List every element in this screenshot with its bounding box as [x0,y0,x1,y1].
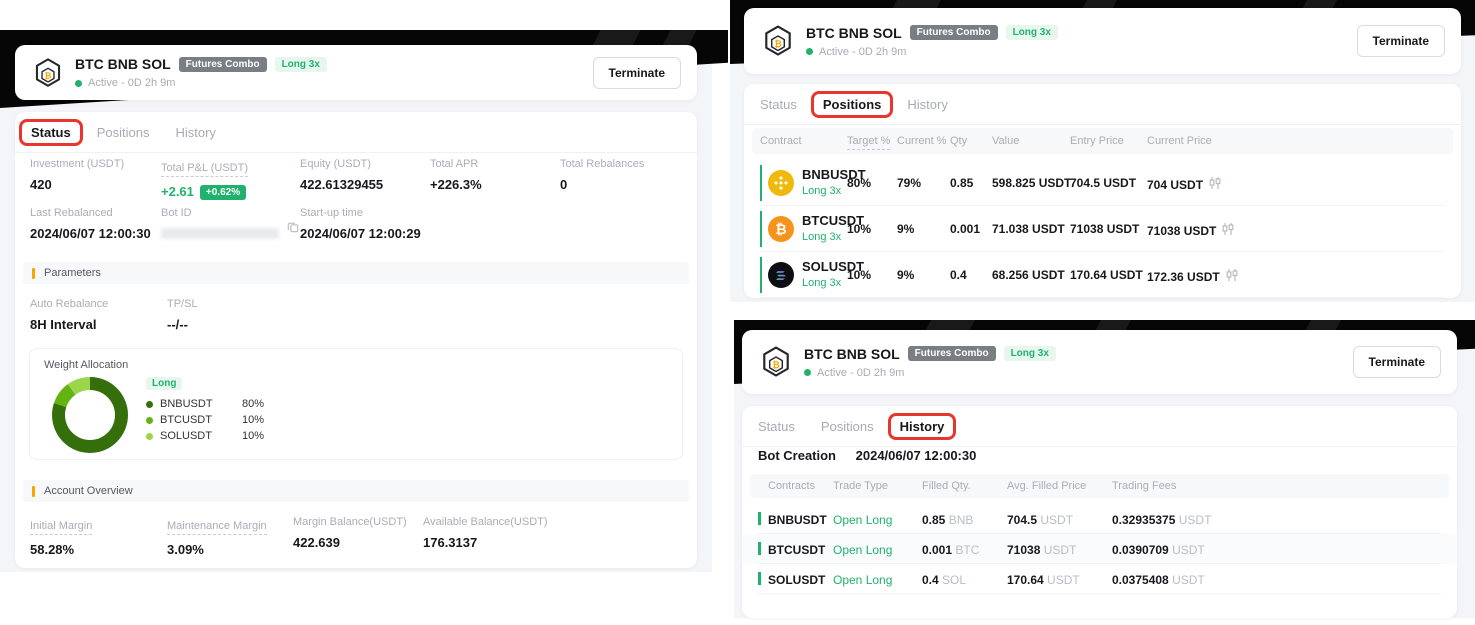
bot-name: BTC BNB SOL [75,56,171,72]
tab-bar: Status Positions History [742,406,1457,447]
field-total-pnl: Total P&L (USDT) +2.61 +0.62% [161,162,249,200]
weight-allocation-box: Weight Allocation Long BNBUSDT 80% BTCUS… [29,348,683,460]
svg-text:₿: ₿ [772,360,779,370]
copy-icon[interactable] [287,220,299,237]
positions-view: ₿ BTC BNB SOL Futures Combo Long 3x Acti… [730,0,1475,315]
legend-side-badge: Long [146,377,183,390]
field-last-rebalanced: Last Rebalanced 2024/06/07 12:00:30 [30,207,151,241]
tab-status[interactable]: Status [758,419,795,434]
bot-icon: ₿ [758,344,794,380]
active-status-text: Active - 0D 2h 9m [817,366,905,379]
leverage-badge: Long 3x [1003,346,1056,361]
tab-status[interactable]: Status [760,97,797,112]
row-accent-bar [760,211,762,247]
account-overview-section-header: Account Overview [23,480,689,502]
bot-id-redacted-value [161,228,279,239]
candlestick-chart-icon[interactable] [1208,176,1222,193]
position-row: SOLUSDT Long 3x 10% 9% 0.4 68.256 USDT 1… [744,252,1461,298]
parameters-section-header: Parameters [23,262,689,284]
field-auto-rebalance: Auto Rebalance 8H Interval [30,298,109,332]
bot-type-badge: Futures Combo [909,25,998,40]
bnb-icon [768,170,794,196]
tab-positions[interactable]: Positions [96,125,150,140]
history-main-card: Status Positions History Bot Creation 20… [742,406,1457,618]
bot-header-card: ₿ BTC BNB SOL Futures Combo Long 3x Acti… [744,8,1461,74]
leverage-badge: Long 3x [274,56,327,72]
history-row: BNBUSDT Open Long 0.85 BNB 704.5 USDT 0.… [742,504,1457,534]
bot-icon: ₿ [31,56,65,90]
active-status-dot [75,79,82,87]
tab-status[interactable]: Status [19,119,83,146]
position-row: ₿ BTCUSDT Long 3x 10% 9% 0.001 71.038 US… [744,206,1461,252]
legend-item: SOLUSDT 10% [146,430,264,442]
tab-positions[interactable]: Positions [810,91,894,118]
active-status-text: Active - 0D 2h 9m [88,77,176,89]
bot-type-badge: Futures Combo [907,346,996,361]
sol-icon [768,262,794,288]
leverage-badge: Long 3x [1005,25,1058,40]
bot-header-card: ₿ BTC BNB SOL Futures Combo Long 3x Acti… [15,45,697,100]
bot-icon: ₿ [760,23,796,59]
btc-icon: ₿ [768,216,794,242]
svg-text:₿: ₿ [774,39,781,49]
positions-table-header: Contract Target % Current % Qty Value En… [752,128,1453,154]
candlestick-chart-icon[interactable] [1221,222,1235,239]
tab-positions[interactable]: Positions [820,419,874,434]
weight-allocation-title: Weight Allocation [44,359,129,371]
active-status-dot [806,48,813,55]
tab-history[interactable]: History [175,125,216,140]
history-row: BTCUSDT Open Long 0.001 BTC 71038 USDT 0… [742,534,1457,564]
history-table-header: Contracts Trade Type Filled Qty. Avg. Fi… [750,474,1449,498]
pnl-percent-badge: +0.62% [199,185,247,200]
tab-history[interactable]: History [887,413,957,440]
weight-donut [52,377,128,453]
tab-bar: Status Positions History [15,112,697,153]
bot-creation-time: 2024/06/07 12:00:30 [855,448,977,463]
history-view: ₿ BTC BNB SOL Futures Combo Long 3x Acti… [730,318,1475,625]
row-accent-bar [758,542,761,555]
legend-dot-bnb [146,400,153,408]
svg-text:₿: ₿ [45,70,52,80]
field-margin-balance: Margin Balance(USDT) 422.639 [293,516,407,550]
positions-main-card: Status Positions History Contract Target… [744,84,1461,298]
field-investment: Investment (USDT) 420 [30,158,125,192]
field-available-balance: Available Balance(USDT) 176.3137 [423,516,548,550]
tab-history[interactable]: History [907,97,948,112]
field-startup-time: Start-up time 2024/06/07 12:00:29 [300,207,421,241]
field-total-rebalances: Total Rebalances 0 [560,158,645,192]
status-view: ₿ BTC BNB SOL Futures Combo Long 3x Acti… [0,0,730,625]
bot-name: BTC BNB SOL [804,345,900,362]
bot-type-badge: Futures Combo [178,56,267,72]
terminate-button[interactable]: Terminate [592,56,681,89]
row-accent-bar [758,572,761,585]
active-status-text: Active - 0D 2h 9m [819,45,907,58]
candlestick-chart-icon[interactable] [1225,268,1239,285]
row-accent-bar [760,165,762,201]
bot-name: BTC BNB SOL [806,24,902,41]
row-accent-bar [758,512,761,525]
bot-header-card: ₿ BTC BNB SOL Futures Combo Long 3x Acti… [742,330,1457,394]
field-bot-id: Bot ID [161,207,299,239]
status-main-card: Status Positions History Investment (USD… [15,112,697,568]
terminate-button[interactable]: Terminate [1356,25,1445,57]
legend-dot-sol [146,432,153,440]
field-tpsl: TP/SL --/-- [167,298,198,332]
field-initial-margin: Initial Margin 58.28% [30,520,93,557]
field-total-apr: Total APR +226.3% [430,158,482,192]
legend-item: BNBUSDT 80% [146,398,264,410]
terminate-button[interactable]: Terminate [1352,346,1441,378]
bot-creation-row: Bot Creation 2024/06/07 12:00:30 [758,448,977,463]
active-status-dot [804,369,811,376]
row-accent-bar [760,257,762,293]
legend-dot-btc [146,416,153,424]
tab-bar: Status Positions History [744,84,1461,125]
position-row: BNBUSDT Long 3x 80% 79% 0.85 598.825 USD… [744,160,1461,206]
history-row: SOLUSDT Open Long 0.4 SOL 170.64 USDT 0.… [742,564,1457,594]
weight-legend: Long BNBUSDT 80% BTCUSDT 10% SOLUSDT 10% [146,373,264,442]
legend-item: BTCUSDT 10% [146,414,264,426]
field-equity: Equity (USDT) 422.61329455 [300,158,384,192]
field-maintenance-margin: Maintenance Margin 3.09% [167,520,267,557]
